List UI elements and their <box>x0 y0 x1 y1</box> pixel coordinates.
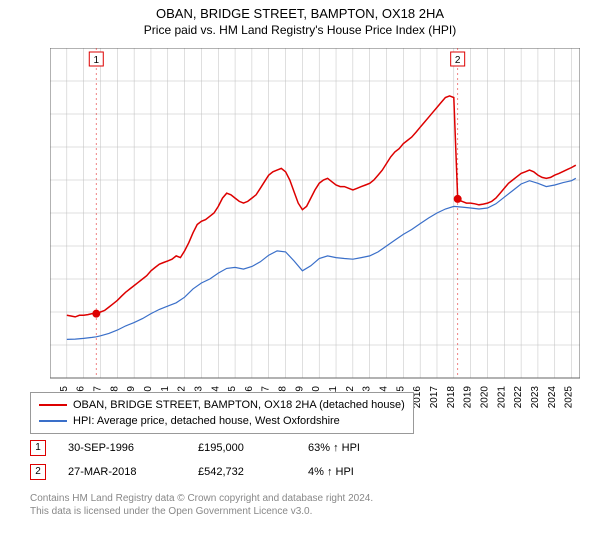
sales-table: 1 30-SEP-1996 £195,000 63% ↑ HPI 2 27-MA… <box>30 436 408 484</box>
sale-marker-2: 2 <box>30 464 46 480</box>
sale-marker-1: 1 <box>30 440 46 456</box>
svg-text:2020: 2020 <box>479 386 490 409</box>
svg-text:2024: 2024 <box>547 386 558 409</box>
svg-text:2016: 2016 <box>412 386 423 409</box>
price-chart: £0£100K£200K£300K£400K£500K£600K£700K£80… <box>50 48 580 378</box>
legend-row-property: OBAN, BRIDGE STREET, BAMPTON, OX18 2HA (… <box>39 397 405 413</box>
sale-price-2: £542,732 <box>198 466 308 478</box>
svg-text:2023: 2023 <box>530 386 541 409</box>
legend-label-hpi: HPI: Average price, detached house, West… <box>73 413 340 429</box>
legend-label-property: OBAN, BRIDGE STREET, BAMPTON, OX18 2HA (… <box>73 397 405 413</box>
svg-text:2021: 2021 <box>496 386 507 409</box>
chart-title-address: OBAN, BRIDGE STREET, BAMPTON, OX18 2HA <box>0 6 600 21</box>
footer-line-2: This data is licensed under the Open Gov… <box>30 505 373 518</box>
footer: Contains HM Land Registry data © Crown c… <box>30 492 373 518</box>
svg-text:2018: 2018 <box>446 386 457 409</box>
chart-svg: £0£100K£200K£300K£400K£500K£600K£700K£80… <box>50 48 580 418</box>
svg-text:2025: 2025 <box>564 386 575 409</box>
legend-swatch-hpi <box>39 420 67 422</box>
sale-diff-1: 63% ↑ HPI <box>308 442 408 454</box>
sale-diff-2: 4% ↑ HPI <box>308 466 408 478</box>
svg-text:2022: 2022 <box>513 386 524 409</box>
chart-title-subtitle: Price paid vs. HM Land Registry's House … <box>0 23 600 37</box>
sale-date-1: 30-SEP-1996 <box>68 442 198 454</box>
legend-row-hpi: HPI: Average price, detached house, West… <box>39 413 405 429</box>
sale-date-2: 27-MAR-2018 <box>68 466 198 478</box>
svg-text:2: 2 <box>455 55 461 66</box>
sale-row-2: 2 27-MAR-2018 £542,732 4% ↑ HPI <box>30 460 408 484</box>
footer-line-1: Contains HM Land Registry data © Crown c… <box>30 492 373 505</box>
sale-price-1: £195,000 <box>198 442 308 454</box>
svg-text:1: 1 <box>93 55 99 66</box>
svg-text:2019: 2019 <box>463 386 474 409</box>
sale-row-1: 1 30-SEP-1996 £195,000 63% ↑ HPI <box>30 436 408 460</box>
svg-text:2017: 2017 <box>429 386 440 409</box>
legend-swatch-property <box>39 404 67 406</box>
legend: OBAN, BRIDGE STREET, BAMPTON, OX18 2HA (… <box>30 392 414 434</box>
